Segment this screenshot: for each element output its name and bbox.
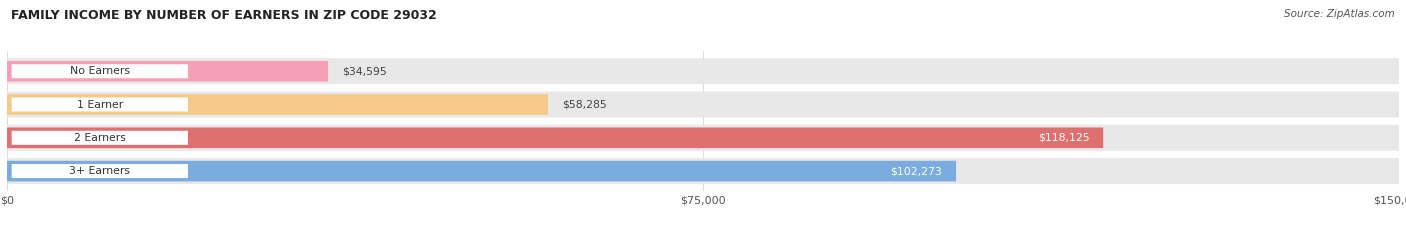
Text: $118,125: $118,125 — [1038, 133, 1090, 143]
FancyBboxPatch shape — [11, 97, 188, 112]
Text: $34,595: $34,595 — [342, 66, 387, 76]
Text: $102,273: $102,273 — [890, 166, 942, 176]
FancyBboxPatch shape — [11, 131, 188, 145]
FancyBboxPatch shape — [7, 127, 1104, 148]
FancyBboxPatch shape — [7, 94, 548, 115]
Text: 2 Earners: 2 Earners — [75, 133, 125, 143]
FancyBboxPatch shape — [7, 125, 1399, 151]
FancyBboxPatch shape — [7, 161, 956, 182]
FancyBboxPatch shape — [7, 92, 1399, 117]
Text: 3+ Earners: 3+ Earners — [69, 166, 131, 176]
FancyBboxPatch shape — [7, 58, 1399, 84]
Text: FAMILY INCOME BY NUMBER OF EARNERS IN ZIP CODE 29032: FAMILY INCOME BY NUMBER OF EARNERS IN ZI… — [11, 9, 437, 22]
FancyBboxPatch shape — [7, 158, 1399, 184]
Text: No Earners: No Earners — [70, 66, 129, 76]
Text: 1 Earner: 1 Earner — [77, 99, 122, 110]
Text: $58,285: $58,285 — [562, 99, 606, 110]
FancyBboxPatch shape — [11, 64, 188, 78]
FancyBboxPatch shape — [7, 61, 328, 82]
Text: Source: ZipAtlas.com: Source: ZipAtlas.com — [1284, 9, 1395, 19]
FancyBboxPatch shape — [11, 164, 188, 178]
